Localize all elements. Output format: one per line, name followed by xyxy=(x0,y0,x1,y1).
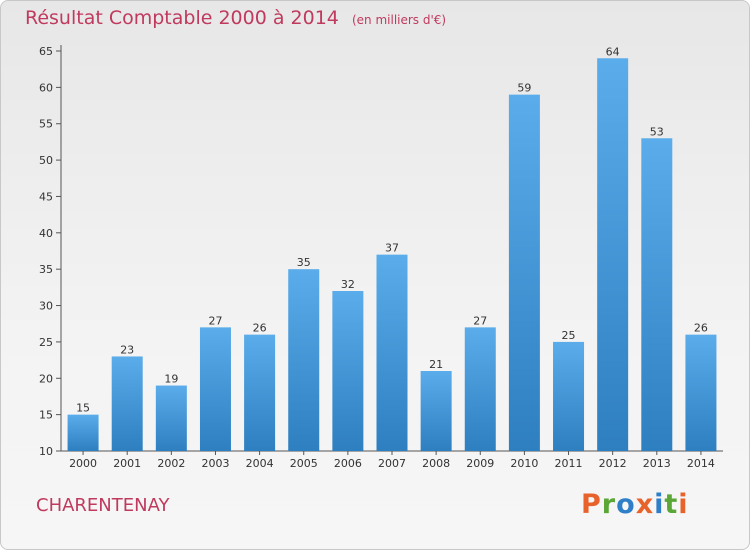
bar xyxy=(420,371,452,451)
bar xyxy=(67,414,99,451)
data-label: 25 xyxy=(562,329,576,342)
bar xyxy=(508,94,540,452)
y-tick-label: 50 xyxy=(39,154,53,167)
y-tick-label: 40 xyxy=(39,227,53,240)
y-tick-label: 20 xyxy=(39,372,53,385)
chart-title: Résultat Comptable 2000 à 2014 (en milli… xyxy=(25,7,446,29)
bar xyxy=(332,291,364,451)
data-label: 15 xyxy=(76,402,90,415)
proxiti-logo: Proxiti xyxy=(581,489,689,520)
y-tick-label: 25 xyxy=(39,336,53,349)
data-label: 19 xyxy=(164,373,178,386)
x-tick-label: 2008 xyxy=(422,457,450,470)
bar xyxy=(155,385,187,451)
logo-letter: x xyxy=(635,489,655,520)
bar xyxy=(553,341,585,451)
logo-letter: i xyxy=(678,489,689,520)
data-label: 37 xyxy=(385,242,399,255)
data-label: 32 xyxy=(341,278,355,291)
logo-letter: i xyxy=(654,489,665,520)
x-tick-label: 2004 xyxy=(246,457,274,470)
bar xyxy=(641,138,673,452)
x-tick-label: 2013 xyxy=(643,457,671,470)
x-tick-label: 2002 xyxy=(157,457,185,470)
bar xyxy=(199,327,231,451)
logo-letter: t xyxy=(664,489,679,520)
y-tick-label: 10 xyxy=(39,445,53,458)
y-tick-label: 55 xyxy=(39,118,53,131)
logo-letter: o xyxy=(616,489,636,520)
x-tick-label: 2005 xyxy=(290,457,318,470)
logo-letter: r xyxy=(601,489,617,520)
x-tick-label: 2003 xyxy=(201,457,229,470)
x-tick-label: 2014 xyxy=(687,457,715,470)
data-label: 26 xyxy=(694,322,708,335)
x-tick-label: 2012 xyxy=(599,457,627,470)
x-tick-label: 2011 xyxy=(555,457,583,470)
data-label: 53 xyxy=(650,125,664,138)
bar xyxy=(464,327,496,451)
x-tick-label: 2000 xyxy=(69,457,97,470)
data-label: 27 xyxy=(208,314,222,327)
y-tick-label: 65 xyxy=(39,45,53,58)
y-tick-label: 30 xyxy=(39,300,53,313)
chart-title-unit: (en milliers d'€) xyxy=(351,13,447,27)
data-label: 27 xyxy=(473,314,487,327)
commune-name: CHARENTENAY xyxy=(36,495,170,516)
chart-title-main: Résultat Comptable 2000 à 2014 xyxy=(25,7,339,29)
data-label: 21 xyxy=(429,358,443,371)
x-tick-label: 2006 xyxy=(334,457,362,470)
data-label: 35 xyxy=(297,256,311,269)
bar xyxy=(111,356,143,451)
data-label: 59 xyxy=(517,82,531,95)
bar xyxy=(376,254,408,451)
x-tick-label: 2010 xyxy=(510,457,538,470)
bar xyxy=(244,334,276,451)
x-tick-label: 2007 xyxy=(378,457,406,470)
logo-letter: P xyxy=(581,489,602,520)
x-tick-label: 2009 xyxy=(466,457,494,470)
bar xyxy=(685,334,717,451)
data-label: 23 xyxy=(120,343,134,356)
bar xyxy=(597,58,629,451)
bar xyxy=(288,269,320,451)
x-tick-label: 2001 xyxy=(113,457,141,470)
y-tick-label: 15 xyxy=(39,409,53,422)
data-label: 26 xyxy=(253,322,267,335)
y-tick-label: 35 xyxy=(39,263,53,276)
data-label: 64 xyxy=(606,45,620,58)
y-tick-label: 60 xyxy=(39,81,53,94)
y-tick-label: 45 xyxy=(39,190,53,203)
